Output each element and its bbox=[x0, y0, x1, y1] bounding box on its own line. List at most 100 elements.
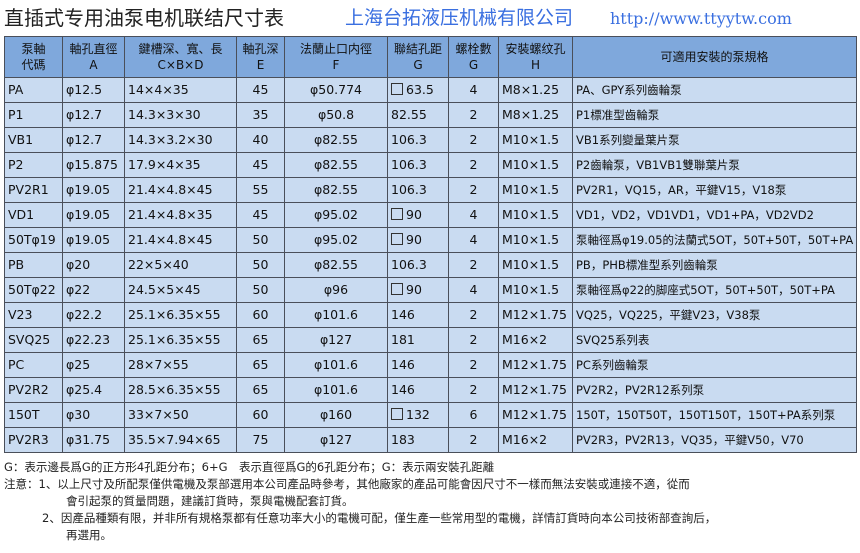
cell-text: φ22.2 bbox=[66, 307, 103, 322]
table-row: V23 φ22.2 25.1×6.35×55 60 φ101.6 146 2 M12×1.75… bbox=[4, 302, 857, 328]
table-row: PA φ12.5 14×4×35 45 φ50.774 63.5 4 M8×1.25 PA、GP… bbox=[4, 77, 857, 103]
cell-text: 106.3 bbox=[391, 132, 427, 147]
cell-f: φ127 bbox=[284, 327, 388, 353]
cell-e: 35 bbox=[236, 102, 285, 128]
cell-text: φ127 bbox=[319, 332, 353, 347]
cell-text: φ19.05 bbox=[66, 182, 111, 197]
cell-code: VD1 bbox=[4, 202, 63, 228]
cell-text: 90 bbox=[406, 232, 422, 247]
cell-cbd: 22×5×40 bbox=[124, 252, 237, 278]
cell-text: 50 bbox=[252, 232, 269, 247]
cell-a: φ12.7 bbox=[62, 127, 125, 153]
cell-text: 22×5×40 bbox=[128, 257, 189, 272]
cell-e: 60 bbox=[236, 402, 285, 428]
cell-text: 泵軸徑爲φ19.05的法蘭式5OT，50T+50T，50T+PA bbox=[576, 233, 854, 247]
cell-pumps: PC系列齒輪泵 bbox=[572, 352, 857, 378]
column-header-line: 安裝螺纹孔 bbox=[505, 42, 566, 56]
cell-text: φ31.75 bbox=[66, 432, 111, 447]
cell-text: 21.4×4.8×45 bbox=[128, 232, 213, 247]
cell-text: M16×2 bbox=[502, 432, 548, 447]
cell-n: 2 bbox=[448, 302, 499, 328]
cell-text: 50 bbox=[252, 282, 269, 297]
cell-text: 90 bbox=[406, 207, 422, 222]
cell-text: PV2R1，VQ15，AR，平鍵V15，V18泵 bbox=[576, 183, 787, 197]
cell-a: φ12.7 bbox=[62, 102, 125, 128]
cell-h: M10×1.5 bbox=[498, 277, 573, 303]
cell-e: 75 bbox=[236, 427, 285, 453]
cell-text: 4 bbox=[469, 207, 478, 222]
cell-cbd: 14×4×35 bbox=[124, 77, 237, 103]
cell-f: φ82.55 bbox=[284, 252, 388, 278]
watermark-url: http://www.ttyytw.com bbox=[610, 9, 792, 28]
cell-text: φ82.55 bbox=[313, 182, 359, 197]
cell-text: 45 bbox=[252, 157, 269, 172]
cell-f: φ95.02 bbox=[284, 202, 388, 228]
cell-text: 106.3 bbox=[391, 257, 427, 272]
cell-e: 50 bbox=[236, 227, 285, 253]
cell-text: 2 bbox=[469, 382, 478, 397]
cell-h: M8×1.25 bbox=[498, 77, 573, 103]
column-header-line: 代碼 bbox=[21, 58, 46, 72]
cell-text: 24.5×5×45 bbox=[128, 282, 201, 297]
cell-text: 25.1×6.35×55 bbox=[128, 307, 221, 322]
table-row: P2 φ15.875 17.9×4×35 45 φ82.55 106.3 2 M10×1.5 P… bbox=[4, 152, 857, 178]
cell-g: 132 bbox=[387, 402, 449, 428]
table-row: VD1 φ19.05 21.4×4.8×35 45 φ95.02 90 4 M10×1.5 VD… bbox=[4, 202, 857, 228]
cell-text: 50Tφ22 bbox=[8, 282, 56, 297]
cell-text: 45 bbox=[252, 207, 269, 222]
square-pattern-icon bbox=[391, 283, 403, 295]
cell-text: 2 bbox=[469, 307, 478, 322]
cell-text: φ50.8 bbox=[317, 107, 355, 122]
cell-code: PV2R1 bbox=[4, 177, 63, 203]
cell-h: M12×1.75 bbox=[498, 302, 573, 328]
cell-f: φ96 bbox=[284, 277, 388, 303]
cell-text: 146 bbox=[391, 357, 415, 372]
cell-pumps: PV2R2，PV2R12系列泵 bbox=[572, 377, 857, 403]
cell-text: 4 bbox=[469, 82, 478, 97]
cell-n: 4 bbox=[448, 227, 499, 253]
column-header-line: 聯結孔距 bbox=[393, 42, 442, 56]
cell-text: M12×1.75 bbox=[502, 407, 567, 422]
cell-n: 2 bbox=[448, 327, 499, 353]
cell-text: φ82.55 bbox=[313, 257, 359, 272]
cell-g: 146 bbox=[387, 352, 449, 378]
cell-text: 28×7×55 bbox=[128, 357, 189, 372]
cell-pumps: PV2R1，VQ15，AR，平鍵V15，V18泵 bbox=[572, 177, 857, 203]
cell-cbd: 24.5×5×45 bbox=[124, 277, 237, 303]
cell-text: M12×1.75 bbox=[502, 307, 567, 322]
cell-text: φ101.6 bbox=[313, 307, 359, 322]
cell-text: φ25.4 bbox=[66, 382, 103, 397]
cell-text: PV2R2，PV2R12系列泵 bbox=[576, 383, 705, 397]
cell-text: 4 bbox=[469, 282, 478, 297]
cell-text: PC bbox=[8, 357, 25, 372]
table-row: 50Tφ22 φ22 24.5×5×45 50 φ96 90 4 M10×1.5 泵軸徑爲φ22… bbox=[4, 277, 857, 303]
cell-g: 181 bbox=[387, 327, 449, 353]
column-header: 法蘭止口内徑 F bbox=[284, 36, 388, 78]
cell-text: φ160 bbox=[319, 407, 353, 422]
cell-text: 14×4×35 bbox=[128, 82, 189, 97]
cell-g: 90 bbox=[387, 202, 449, 228]
cell-a: φ19.05 bbox=[62, 227, 125, 253]
cell-f: φ95.02 bbox=[284, 227, 388, 253]
table-row: 150T φ30 33×7×50 60 φ160 132 6 M12×1.75 150T，150… bbox=[4, 402, 857, 428]
cell-text: 60 bbox=[252, 307, 269, 322]
cell-f: φ50.8 bbox=[284, 102, 388, 128]
cell-h: M12×1.75 bbox=[498, 377, 573, 403]
column-header-line: 法蘭止口内徑 bbox=[299, 42, 372, 56]
column-header-line: 泵軸 bbox=[21, 42, 46, 56]
cell-text: PA、GPY系列齒輪泵 bbox=[576, 83, 682, 97]
cell-h: M16×2 bbox=[498, 327, 573, 353]
cell-g: 90 bbox=[387, 227, 449, 253]
cell-a: φ22.23 bbox=[62, 327, 125, 353]
cell-e: 65 bbox=[236, 327, 285, 353]
cell-cbd: 14.3×3×30 bbox=[124, 102, 237, 128]
cell-text: 2 bbox=[469, 157, 478, 172]
cell-text: 28.5×6.35×55 bbox=[128, 382, 221, 397]
cell-text: M10×1.5 bbox=[502, 182, 560, 197]
column-header: 安裝螺纹孔 H bbox=[498, 36, 573, 78]
cell-e: 65 bbox=[236, 352, 285, 378]
cell-text: 6 bbox=[469, 407, 478, 422]
cell-n: 4 bbox=[448, 202, 499, 228]
cell-pumps: P1標准型齒輪泵 bbox=[572, 102, 857, 128]
cell-text: φ12.7 bbox=[66, 132, 103, 147]
